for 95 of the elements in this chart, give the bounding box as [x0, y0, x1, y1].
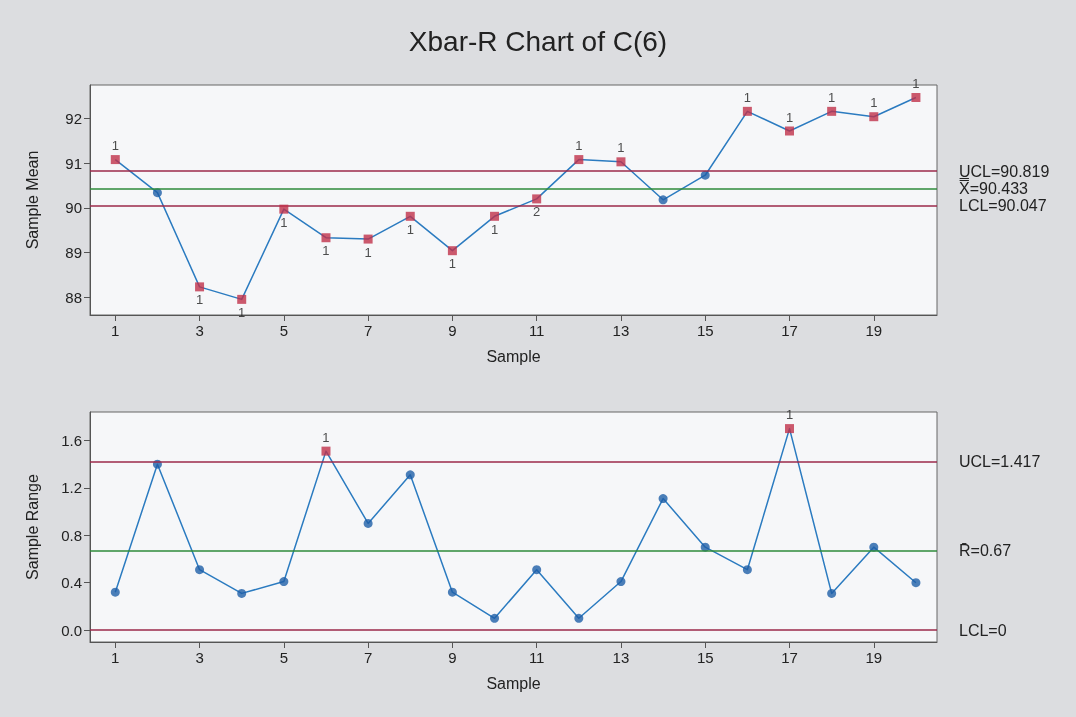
point	[658, 494, 668, 504]
y-tick-label: 88	[65, 288, 82, 306]
point	[490, 211, 500, 221]
annotation: 1	[785, 407, 794, 423]
x-tick-label: 9	[448, 649, 457, 666]
point	[195, 282, 205, 292]
annotation: 2	[533, 204, 541, 220]
x-axis-title: Sample	[486, 674, 541, 692]
point	[574, 155, 584, 165]
annotation: 1	[617, 140, 625, 156]
point	[742, 565, 752, 575]
x-tick-label: 17	[781, 322, 798, 339]
point	[195, 565, 205, 575]
point	[321, 233, 331, 243]
x-tick-label: 11	[528, 649, 545, 666]
x-tick-label: 3	[195, 322, 204, 339]
annotation: 1	[575, 138, 583, 154]
x-tick-label: 5	[279, 322, 289, 339]
point	[616, 157, 626, 167]
ref-line-label: UCL=1.417	[959, 453, 1041, 471]
x-axis-title: Sample	[486, 347, 541, 365]
ref-line-label: LCL=0	[959, 621, 1007, 639]
point	[700, 170, 710, 180]
ref-line-label: R̄=0.67	[959, 542, 1012, 560]
point	[447, 587, 457, 597]
point	[911, 93, 921, 102]
annotation: 1	[406, 221, 414, 237]
point	[827, 588, 837, 598]
annotation: 1	[280, 214, 288, 230]
y-tick-label: 1.6	[61, 431, 82, 449]
point	[363, 234, 373, 244]
x-tick-label: 5	[279, 649, 289, 666]
annotation: 1	[785, 109, 794, 125]
point	[237, 588, 247, 598]
point	[785, 424, 795, 434]
annotation: 1	[364, 244, 372, 260]
point	[616, 577, 626, 587]
x-tick-label: 3	[195, 649, 204, 666]
annotation: 1	[828, 89, 836, 105]
x-tick-label: 19	[865, 322, 883, 339]
x-tick-label: 7	[363, 649, 373, 666]
point	[827, 106, 837, 116]
annotation: 1	[111, 138, 119, 154]
ref-line-label: LCL=90.047	[959, 197, 1047, 215]
annotation: 1	[743, 89, 751, 105]
point	[110, 155, 120, 165]
y-tick-label: 0.8	[61, 526, 82, 544]
point	[447, 246, 457, 256]
x-tick-label: 7	[363, 322, 373, 339]
y-tick-label: 91	[65, 154, 82, 172]
x-tick-label: 11	[528, 322, 545, 339]
point	[911, 578, 921, 588]
point	[405, 470, 415, 480]
annotation: 1	[322, 429, 330, 445]
annotation: 1	[870, 95, 878, 111]
point	[279, 204, 289, 214]
point	[742, 106, 752, 116]
x-tick-label: 15	[696, 322, 714, 339]
y-tick-label: 0.4	[61, 574, 82, 592]
point	[869, 112, 879, 122]
x-tick-label: 13	[612, 322, 630, 339]
x-tick-label: 1	[111, 649, 120, 666]
y-axis-title: Sample Mean	[23, 150, 41, 250]
x-tick-label: 9	[448, 322, 457, 339]
annotation: 1	[912, 76, 920, 91]
annotation: 1	[322, 243, 330, 259]
annotation: 1	[195, 292, 204, 308]
x-tick-label: 19	[865, 649, 883, 666]
point	[532, 194, 542, 204]
y-tick-label: 1.2	[61, 479, 82, 497]
point	[490, 613, 500, 623]
point	[321, 446, 331, 456]
annotation: 1	[448, 256, 457, 272]
point	[574, 613, 584, 623]
y-tick-label: 89	[65, 243, 82, 261]
annotation: 1	[490, 221, 499, 237]
y-tick-label: 92	[65, 110, 82, 127]
y-axis-title: Sample Range	[23, 473, 41, 580]
chart-title: Xbar-R Chart of C(6)	[408, 25, 668, 57]
ref-line-label: UCL=90.819	[959, 162, 1050, 180]
point	[658, 195, 668, 205]
x-tick-label: 17	[781, 649, 798, 666]
ref-line-label: X̿=90.433	[959, 178, 1029, 198]
point	[110, 587, 120, 597]
point	[405, 211, 415, 221]
point	[532, 565, 542, 575]
y-tick-label: 0.0	[61, 621, 82, 639]
x-tick-label: 1	[111, 322, 120, 339]
y-tick-label: 90	[65, 199, 82, 217]
point	[237, 294, 247, 304]
x-tick-label: 13	[612, 649, 630, 666]
x-tick-label: 15	[696, 649, 714, 666]
point	[279, 577, 289, 587]
point	[785, 126, 795, 136]
point	[363, 518, 373, 528]
